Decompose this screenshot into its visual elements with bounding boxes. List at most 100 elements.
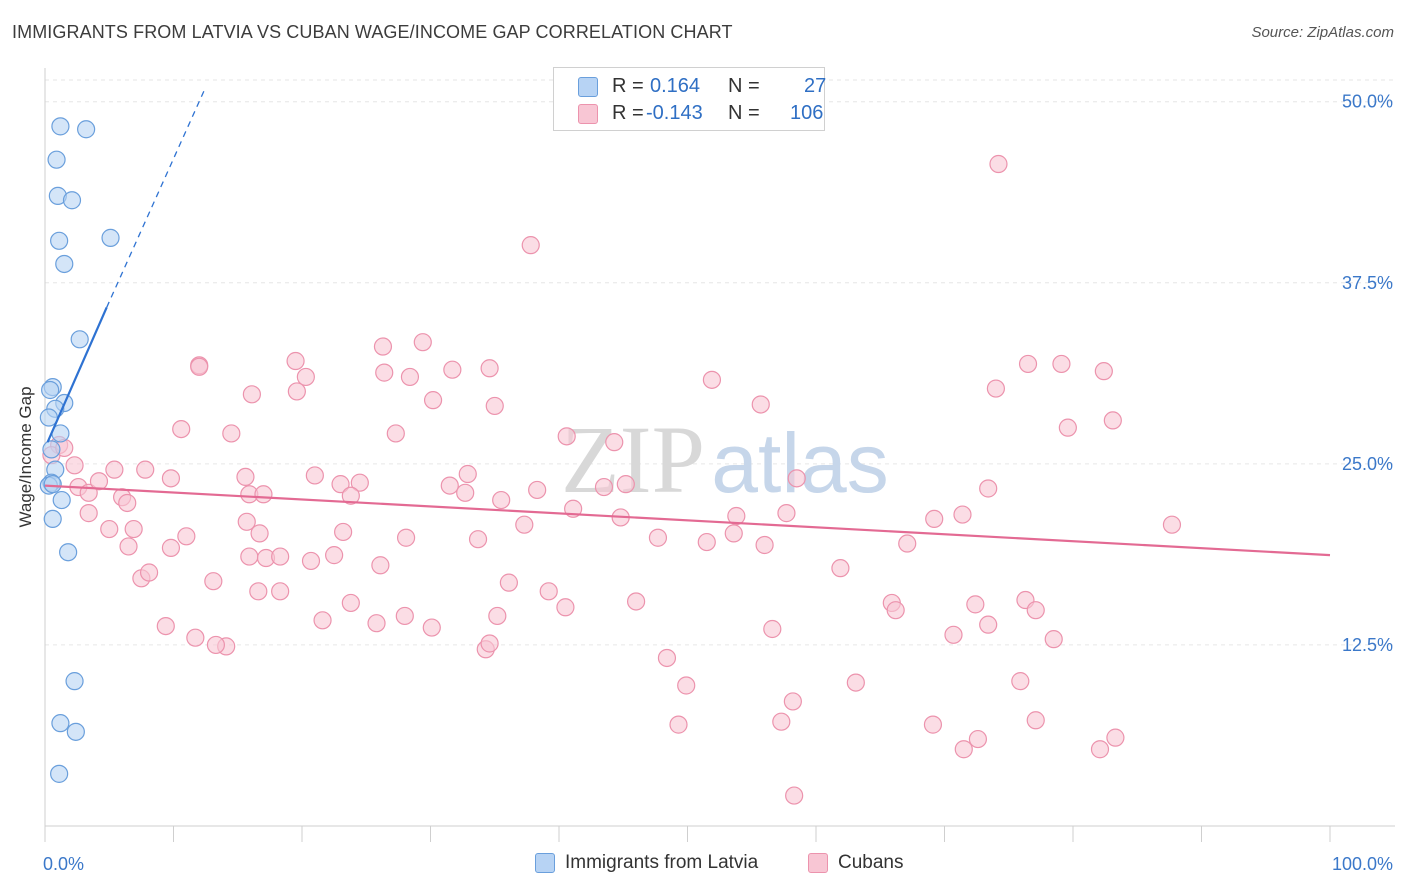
cuban-point xyxy=(456,483,475,502)
cuban-point xyxy=(443,360,462,379)
correlation-legend: R = 0.164 N = 27 R = -0.143 N = 106 xyxy=(553,67,827,131)
cuban-point xyxy=(422,618,441,637)
watermark-zip: ZIP xyxy=(561,406,705,513)
cuban-point xyxy=(156,617,175,636)
legend-label: Cubans xyxy=(838,852,904,873)
cuban-point xyxy=(440,476,459,495)
cuban-point xyxy=(367,614,386,633)
latvia-point xyxy=(70,330,89,349)
cubans-swatch xyxy=(808,853,828,873)
cuban-point xyxy=(751,395,770,414)
cuban-point xyxy=(395,606,414,626)
cuban-point xyxy=(206,635,226,655)
cuban-point xyxy=(944,625,963,644)
cuban-point xyxy=(124,519,143,539)
cuban-point xyxy=(989,154,1008,174)
latvia-point xyxy=(77,120,96,139)
r-value: 0.164 xyxy=(650,75,701,97)
n-label: N = xyxy=(728,75,760,97)
latvia-point xyxy=(52,490,71,510)
chart-title: IMMIGRANTS FROM LATVIA VS CUBAN WAGE/INC… xyxy=(12,22,733,42)
cuban-point xyxy=(605,433,624,452)
cuban-point xyxy=(1106,728,1125,747)
cuban-point xyxy=(89,472,109,491)
cuban-point xyxy=(79,504,98,523)
latvia-point xyxy=(51,117,70,136)
cuban-point xyxy=(396,528,416,547)
cuban-point xyxy=(1011,672,1030,691)
cuban-point xyxy=(172,419,191,439)
cuban-point xyxy=(119,537,138,556)
cuban-point xyxy=(287,382,306,401)
latvia-point xyxy=(66,722,85,741)
cuban-point xyxy=(373,337,393,356)
cuban-point xyxy=(966,595,985,614)
y-tick-label: 37.5% xyxy=(1342,273,1393,293)
cuban-point xyxy=(521,236,540,255)
cuban-point xyxy=(1094,362,1113,381)
latvia-point xyxy=(42,440,61,459)
cuban-point xyxy=(1018,354,1038,374)
cuban-point xyxy=(161,469,181,488)
latvia-swatch xyxy=(578,77,598,97)
cubans-swatch xyxy=(578,104,598,124)
latvia-point xyxy=(59,543,78,562)
cuban-point xyxy=(105,460,124,479)
cuban-point xyxy=(222,424,241,443)
cuban-point xyxy=(350,473,369,492)
latvia-point xyxy=(50,764,69,783)
r-label: R = xyxy=(612,102,644,124)
n-value: 27 xyxy=(804,75,827,97)
cuban-point xyxy=(787,469,806,488)
n-label: N = xyxy=(728,102,760,124)
r-label: R = xyxy=(612,75,644,97)
cuban-point xyxy=(286,351,305,371)
cuban-point xyxy=(271,582,290,601)
trend-lines xyxy=(44,89,1331,557)
cuban-point xyxy=(204,572,223,591)
cuban-point xyxy=(594,477,614,497)
cuban-point xyxy=(499,573,518,592)
watermark-atlas: atlas xyxy=(711,416,888,510)
cuban-point xyxy=(1090,740,1110,759)
cuban-point xyxy=(968,729,988,749)
cuban-point xyxy=(772,712,791,731)
latvia-trend-line xyxy=(46,306,108,443)
cubans-trend-line xyxy=(44,484,1331,557)
cuban-point xyxy=(846,673,865,692)
latvia-point xyxy=(51,714,70,733)
axes xyxy=(44,68,1395,842)
cuban-point xyxy=(254,485,273,504)
cuban-point xyxy=(236,467,255,487)
cuban-point xyxy=(375,363,394,382)
cuban-point xyxy=(724,524,743,543)
cuban-point xyxy=(954,740,973,759)
cuban-point xyxy=(386,424,405,443)
cuban-point xyxy=(1058,418,1077,437)
cuban-point xyxy=(492,490,511,510)
cuban-point xyxy=(669,715,688,734)
r-value: -0.143 xyxy=(646,102,703,124)
cuban-point xyxy=(240,547,259,566)
latvia-trend-extension xyxy=(106,89,205,308)
cuban-point xyxy=(423,391,443,410)
cuban-point xyxy=(242,385,261,404)
cuban-point xyxy=(1026,711,1045,730)
latvia-point xyxy=(101,228,120,247)
series-legend: Immigrants from Latvia Cubans xyxy=(0,852,1406,878)
latvia-point xyxy=(55,254,74,274)
cuban-point xyxy=(485,396,504,416)
cuban-point xyxy=(763,619,782,639)
cuban-point xyxy=(161,538,181,557)
cubans-points xyxy=(42,154,1182,805)
cuban-point xyxy=(979,479,998,498)
cuban-point xyxy=(755,535,774,555)
cuban-point xyxy=(986,379,1006,398)
x-tick-label: 100.0% xyxy=(1332,854,1393,874)
cuban-point xyxy=(271,547,290,566)
cuban-point xyxy=(831,559,850,578)
cuban-point xyxy=(925,509,944,529)
cuban-point xyxy=(305,466,324,485)
chart-source: Source: ZipAtlas.com xyxy=(1251,24,1394,41)
